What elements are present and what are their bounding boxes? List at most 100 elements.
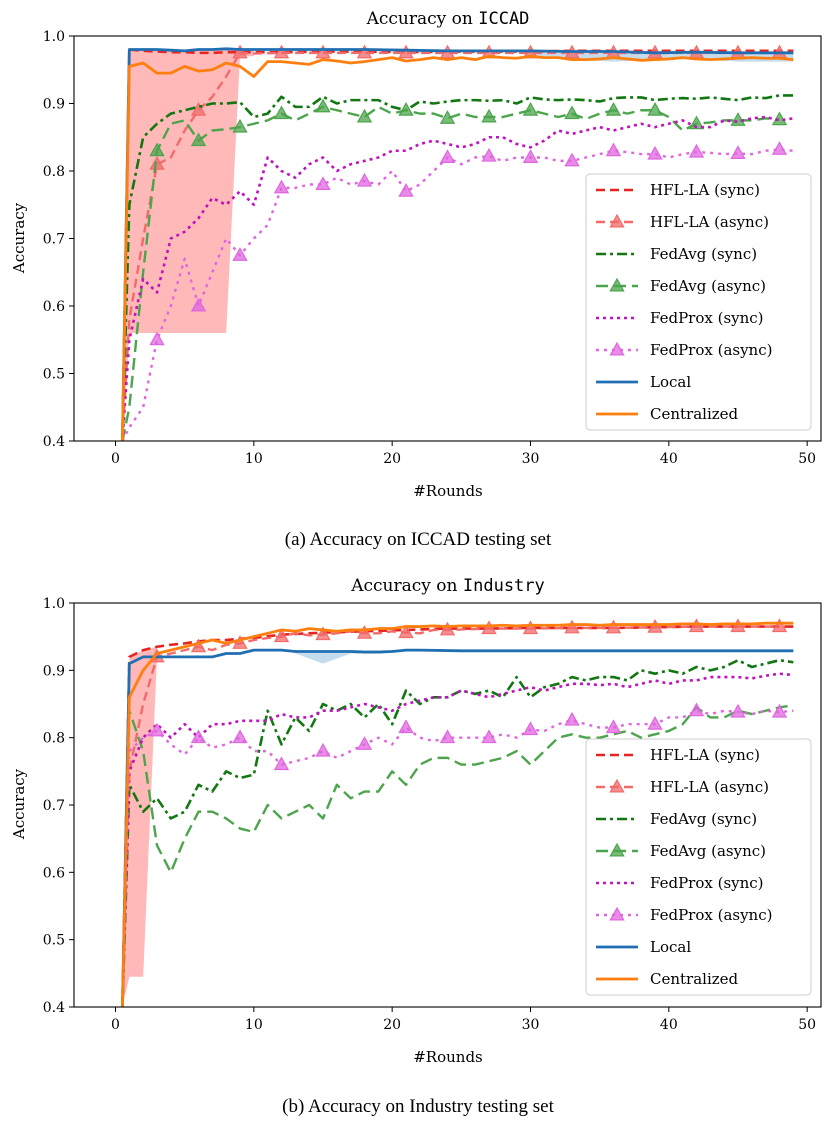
marker-hfl-la-async: [232, 44, 248, 59]
series-line-hfl-la-async: [121, 625, 780, 1007]
y-tick-label: 1.0: [43, 29, 65, 45]
chart-panel-industry: Accuracy on Industry 0 10 20 30 40 50 0.4 0.5 0.…: [10, 576, 822, 1117]
marker-fedprox-async: [730, 145, 746, 159]
y-tick-label: 0.4: [43, 434, 65, 450]
marker-fedavg-async: [232, 118, 248, 133]
marker-fedavg-async: [688, 115, 705, 130]
legend-label: HFL-LA (sync): [650, 181, 760, 199]
series-line-fedprox-sync: [121, 115, 794, 441]
chart-title: Accuracy on ICCAD: [366, 9, 530, 29]
x-tick-label: 20: [383, 451, 401, 467]
x-tick-label: 50: [798, 451, 816, 467]
legend-item-fedavg-async: FedAvg (async): [596, 277, 766, 295]
legend-label: Centralized: [650, 970, 739, 988]
marker-fedprox-async: [439, 729, 456, 744]
marker-fedprox-async: [522, 149, 539, 163]
marker-fedprox-async: [356, 736, 373, 750]
marker-hfl-la-async: [647, 619, 663, 633]
marker-hfl-la-async: [439, 621, 456, 636]
legend-label: FedAvg (async): [650, 277, 766, 295]
legend-label: FedProx (async): [650, 341, 772, 359]
x-tick-label: 10: [245, 1017, 263, 1033]
x-tick-label: 40: [660, 451, 678, 467]
marker-hfl-la-async: [398, 624, 414, 639]
marker-fedprox-async: [771, 703, 788, 718]
marker-fedprox-async: [647, 715, 663, 730]
marker-fedprox-async: [315, 176, 331, 190]
marker-hfl-la-async: [190, 638, 207, 653]
legend-label: FedProx (async): [650, 906, 772, 924]
y-tick-label: 0.9: [43, 97, 65, 113]
marker-fedprox-async: [356, 172, 373, 187]
marker-hfl-la-async: [398, 44, 414, 59]
legend-item-fedprox-async: FedProx (async): [596, 906, 772, 924]
y-tick-label: 0.7: [43, 798, 65, 814]
marker-fedprox-async: [315, 742, 331, 757]
marker-fedprox-async: [688, 702, 705, 717]
marker-fedprox-async: [149, 331, 165, 346]
marker-hfl-la-async: [356, 44, 373, 59]
legend-item-centralized: Centralized: [596, 970, 739, 988]
legend-box: [585, 173, 812, 431]
marker-fedavg-async: [481, 108, 497, 123]
marker-hfl-la-async: [481, 620, 497, 635]
x-tick-label: 40: [660, 1017, 678, 1033]
marker-hfl-la-async: [232, 635, 248, 649]
marker-hfl-la-async: [730, 618, 746, 633]
marker-hfl-la-async: [688, 618, 705, 633]
legend-label: FedAvg (async): [650, 842, 766, 860]
series-line-fedprox-async: [121, 148, 794, 441]
x-tick-label: 10: [245, 451, 263, 467]
marker-fedprox-async: [647, 145, 663, 160]
band-hfl-la-async: [122, 646, 157, 1007]
x-tick-label: 0: [111, 451, 120, 467]
figure-caption: (a) Accuracy on ICCAD testing set: [285, 529, 552, 550]
marker-fedprox-async: [273, 179, 290, 194]
legend-item-fedprox-sync: FedProx (sync): [596, 309, 764, 327]
legend-marker: [609, 341, 625, 356]
legend-label: HFL-LA (async): [650, 213, 769, 231]
marker-hfl-la-async: [315, 626, 331, 641]
x-tick-label: 50: [798, 1017, 816, 1033]
legend-marker: [609, 842, 625, 857]
marker-fedavg-async: [564, 105, 580, 120]
legend-item-hfl-la-sync: HFL-LA (sync): [596, 746, 760, 764]
legend-item-local: Local: [596, 373, 691, 391]
marker-fedavg-async: [522, 102, 539, 116]
marker-fedprox-async: [605, 142, 622, 157]
y-tick-label: 1.0: [43, 596, 65, 612]
legend-label: FedAvg (sync): [650, 810, 757, 828]
marker-fedavg-async: [605, 102, 622, 116]
marker-hfl-la-async: [273, 44, 290, 59]
legend-item-local: Local: [596, 938, 691, 956]
marker-fedprox-async: [522, 721, 539, 736]
marker-fedprox-async: [232, 247, 248, 261]
y-tick-label: 0.8: [43, 164, 65, 180]
chart-title: Accuracy on Industry: [350, 576, 545, 596]
x-tick-label: 30: [522, 451, 540, 467]
marker-fedprox-async: [771, 141, 788, 155]
legend: HFL-LA (sync) HFL-LA (async) FedAvg (sync)…: [585, 738, 812, 996]
legend-label: Centralized: [650, 405, 739, 423]
legend-label: FedProx (sync): [650, 309, 764, 327]
marker-hfl-la-async: [771, 618, 788, 633]
legend-marker: [609, 277, 625, 292]
legend: HFL-LA (sync) HFL-LA (async) FedAvg (sync)…: [585, 173, 812, 431]
y-tick-label: 0.5: [43, 367, 65, 383]
marker-fedavg-async: [439, 110, 456, 124]
series-line-centralized: [121, 621, 794, 1007]
legend-marker: [609, 778, 625, 793]
legend-item-hfl-la-async: HFL-LA (async): [596, 778, 769, 796]
marker-hfl-la-async: [190, 102, 207, 116]
marker-hfl-la-async: [356, 625, 373, 639]
marker-fedprox-async: [398, 183, 414, 197]
y-tick-label: 0.6: [43, 865, 65, 881]
marker-hfl-la-async: [605, 619, 622, 634]
chart-panel-iccad: Accuracy on ICCAD 0 10 20 30 40 50 0.4 0.5 0.6 0.…: [10, 9, 822, 550]
marker-fedprox-async: [232, 729, 248, 744]
series-line-centralized: [121, 54, 794, 441]
marker-fedprox-async: [273, 756, 290, 771]
y-axis-label: Accuracy: [10, 202, 28, 274]
y-tick-label: 0.6: [43, 299, 65, 315]
legend-box: [585, 738, 812, 996]
